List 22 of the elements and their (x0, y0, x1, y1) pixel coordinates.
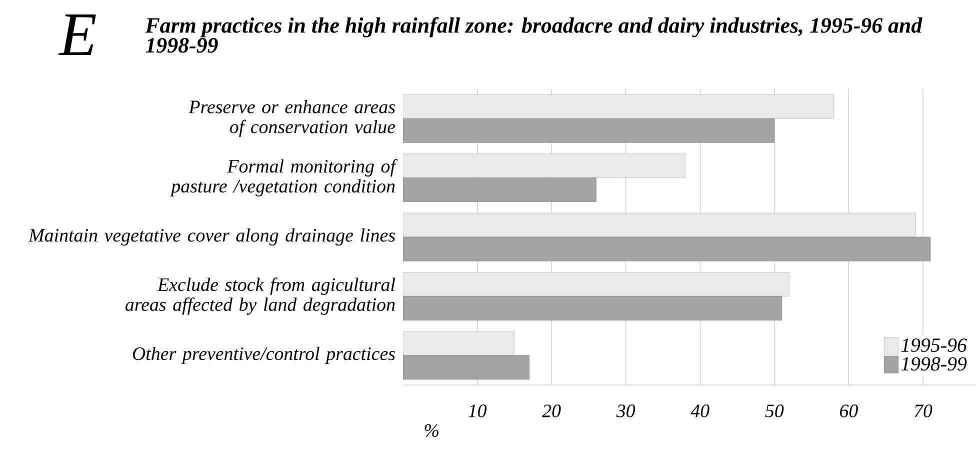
x-tick-label: 50 (765, 404, 784, 418)
y-tick-label: Formal monitoring of pasture /vegetation condition (170, 159, 398, 196)
y-tick-label: Other preventive/control practices (132, 346, 395, 364)
x-axis-title: % (424, 424, 438, 437)
x-tick-label: 40 (690, 404, 710, 418)
bar (403, 331, 515, 356)
legend-label: 1998-99 (901, 357, 967, 371)
y-tick-label: Preserve or enhance areas of conservation value (188, 100, 396, 138)
bar (403, 212, 916, 238)
bar (403, 272, 790, 296)
legend-label: 1995-96 (901, 338, 967, 352)
x-tick-label: 30 (616, 404, 636, 418)
bar (403, 154, 686, 178)
bar (403, 94, 834, 119)
y-tick-label: Exclude stock from agicultural areas affected by land degradation (125, 278, 396, 315)
x-tick-label: 10 (468, 404, 487, 418)
chart-title: Farm practices in the high rainfall zone: broadacre and dairy industries, 1995-96 and 1998-99 (145, 17, 922, 53)
text: E (58, 14, 96, 55)
y-tick-label: Maintain vegetative cover along drainage lines (28, 228, 395, 246)
x-tick-label: 70 (914, 404, 932, 418)
x-tick-label: 20 (542, 404, 561, 418)
x-tick-label: 60 (840, 404, 858, 418)
